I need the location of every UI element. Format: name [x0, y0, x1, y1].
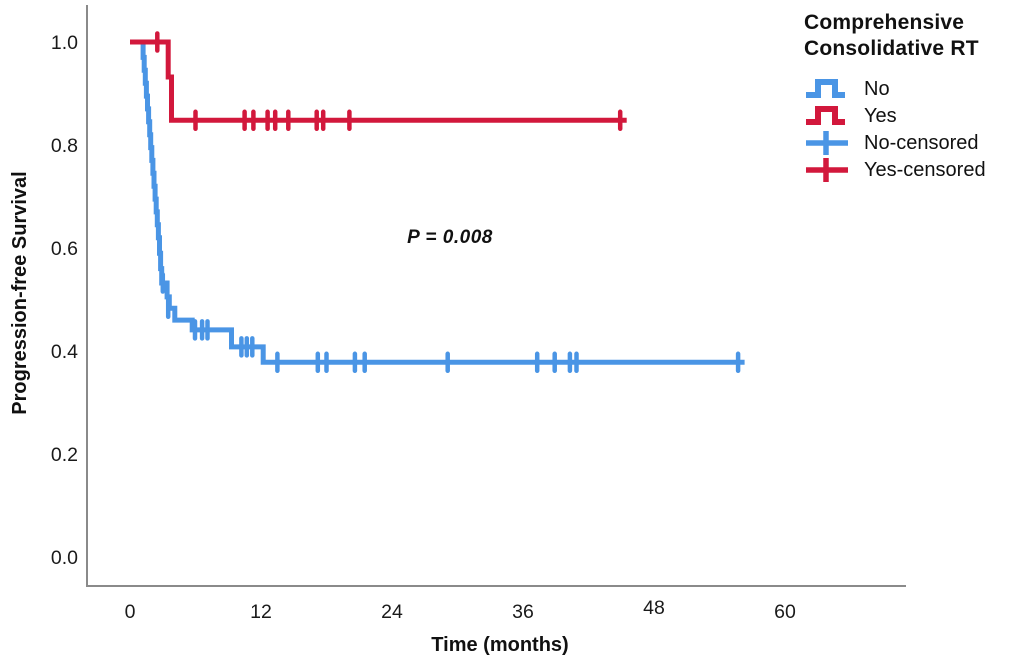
legend-item-yes: Yes	[804, 102, 1020, 129]
y-tick-label: 0.6	[51, 238, 78, 260]
legend-title-line1: Comprehensive	[804, 11, 965, 34]
step-line-icon	[806, 105, 845, 125]
legend-label-no-censored: No-censored	[864, 131, 979, 154]
plus-censored-icon	[806, 130, 848, 155]
x-tick-label: 24	[381, 601, 403, 623]
p-value-annotation: P = 0.008	[407, 227, 493, 248]
y-tick-label: 0.4	[51, 341, 78, 363]
legend-label-no: No	[864, 77, 890, 100]
km-curve-no	[130, 39, 745, 365]
legend-title-line2: Consolidative RT	[804, 37, 979, 60]
y-axis-title: Progression-free Survival	[9, 171, 31, 414]
plot-area: 0 12 24 36 48 60 1.0 0.8 0.6 0.4 0.2 0.0	[51, 31, 796, 623]
y-tick-label: 1.0	[51, 32, 78, 54]
legend-item-no-censored: No-censored	[804, 129, 1020, 156]
legend: Comprehensive Consolidative RT No Yes	[804, 10, 1020, 183]
x-tick-label: 12	[250, 601, 272, 623]
y-tick-label: 0.0	[51, 547, 78, 569]
y-tick-label: 0.2	[51, 444, 78, 466]
legend-item-no: No	[804, 75, 1020, 102]
km-curve-yes	[130, 39, 627, 123]
x-tick-label: 48	[643, 597, 665, 619]
legend-label-yes: Yes	[864, 104, 897, 127]
plus-censored-icon	[806, 157, 848, 182]
x-tick-label: 0	[125, 601, 136, 623]
step-line-icon	[806, 78, 845, 98]
x-tick-label: 36	[512, 601, 534, 623]
x-axis-title: Time (months)	[431, 634, 568, 656]
legend-label-yes-censored: Yes-censored	[864, 158, 986, 181]
x-tick-label: 60	[774, 601, 796, 623]
legend-item-yes-censored: Yes-censored	[804, 156, 1020, 183]
legend-items: No Yes No-censored Yes	[804, 75, 1020, 183]
legend-title: Comprehensive Consolidative RT	[804, 10, 1020, 62]
y-tick-label: 0.8	[51, 135, 78, 157]
